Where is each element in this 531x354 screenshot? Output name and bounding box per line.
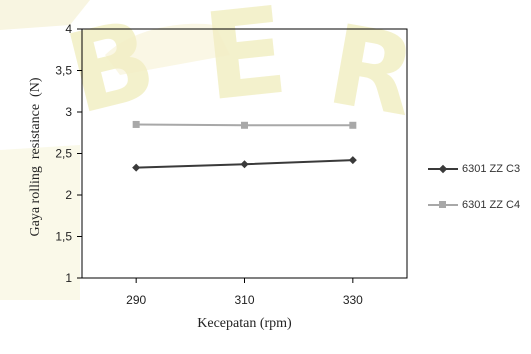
y-tick-label: 2,5 bbox=[55, 147, 72, 161]
x-tick-label: 330 bbox=[343, 293, 363, 307]
data-point bbox=[241, 121, 248, 129]
legend-swatch-c3 bbox=[428, 163, 458, 175]
legend-item-c3: 6301 ZZ C3 bbox=[428, 160, 528, 178]
y-tick-label: 3,5 bbox=[55, 64, 72, 78]
series-group bbox=[132, 120, 357, 172]
legend-label-c4: 6301 ZZ C4 bbox=[462, 199, 521, 211]
data-point bbox=[240, 160, 249, 169]
y-axis: 1 1,5 2 2,5 3 3,5 4 bbox=[55, 22, 82, 285]
x-axis: 290 310 330 bbox=[126, 278, 363, 307]
y-tick-label: 1,5 bbox=[55, 230, 72, 244]
legend-swatch-c4 bbox=[428, 199, 458, 211]
data-point bbox=[132, 120, 140, 128]
data-point bbox=[132, 163, 141, 172]
y-tick-label: 3 bbox=[65, 105, 72, 119]
data-point bbox=[348, 156, 357, 165]
y-tick-label: 2 bbox=[65, 188, 72, 202]
legend: 6301 ZZ C3 6301 ZZ C4 bbox=[428, 160, 528, 232]
x-tick-label: 290 bbox=[126, 293, 146, 307]
x-axis-label: Kecepatan (rpm) bbox=[197, 316, 292, 331]
x-tick-label: 310 bbox=[234, 293, 254, 307]
data-point bbox=[349, 121, 357, 129]
plot-area bbox=[81, 28, 408, 279]
y-axis-label: Gaya rolling resistance (N) bbox=[28, 77, 43, 237]
legend-label-c3: 6301 ZZ C3 bbox=[462, 163, 521, 175]
y-tick-label: 4 bbox=[65, 22, 72, 36]
legend-item-c4: 6301 ZZ C4 bbox=[428, 196, 528, 214]
y-tick-label: 1 bbox=[65, 271, 72, 285]
